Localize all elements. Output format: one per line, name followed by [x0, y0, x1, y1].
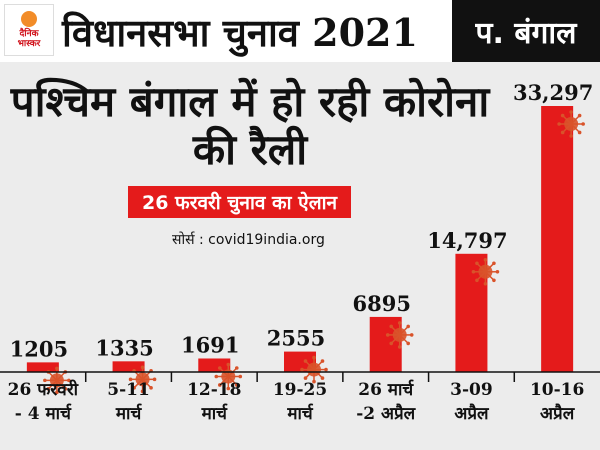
bar [26, 362, 59, 372]
value-label: 14,797 [427, 228, 507, 253]
value-label: 2555 [267, 326, 325, 351]
election-title: विधानसभा चुनाव 2021 [62, 10, 418, 55]
announcement-banner: 26 फरवरी चुनाव का ऐलान [128, 186, 352, 218]
category-label: मार्च [115, 403, 143, 424]
category-label: -2 अप्रैल [356, 403, 416, 424]
value-label: 6895 [352, 291, 410, 316]
source-note: सोर्स : covid19india.org [172, 232, 325, 248]
header: दैनिक भास्कर विधानसभा चुनाव 2021 प. बंगा… [0, 0, 600, 62]
bar [198, 358, 231, 372]
category-label: 19-25 [273, 380, 327, 400]
category-label: 26 मार्च [358, 379, 414, 400]
bar [369, 316, 402, 372]
bar [541, 106, 574, 372]
logo-line-2: भास्कर [17, 39, 41, 49]
category-label: 3-09 [450, 380, 493, 400]
virus-icon [557, 110, 585, 138]
category-label: - 4 मार्च [15, 403, 72, 424]
category-label: 5-11 [107, 380, 150, 400]
state-badge: प. बंगाल [452, 0, 600, 62]
chart-title: पश्चिम बंगाल में हो रही कोरोना की रैली [10, 77, 490, 174]
value-label: 33,297 [513, 80, 593, 105]
category-label: मार्च [286, 403, 314, 424]
virus-icon [43, 366, 71, 395]
brand-logo: दैनिक भास्कर [4, 4, 54, 56]
value-label: 1335 [95, 335, 153, 360]
sun-icon [21, 11, 37, 27]
virus-icon [471, 257, 500, 286]
category-label: 10-16 [530, 380, 584, 400]
category-label: अप्रैल [540, 403, 576, 424]
value-label: 1205 [10, 336, 68, 361]
category-label: मार्च [201, 403, 229, 424]
value-label: 1691 [181, 332, 239, 357]
virus-icon [385, 321, 414, 349]
category-label: 12-18 [187, 380, 241, 400]
logo-line-1: दैनिक [19, 29, 39, 39]
category-label: 26 फरवरी [8, 379, 79, 400]
virus-icon [300, 355, 328, 384]
category-label: अप्रैल [454, 403, 490, 424]
bar [112, 361, 145, 372]
